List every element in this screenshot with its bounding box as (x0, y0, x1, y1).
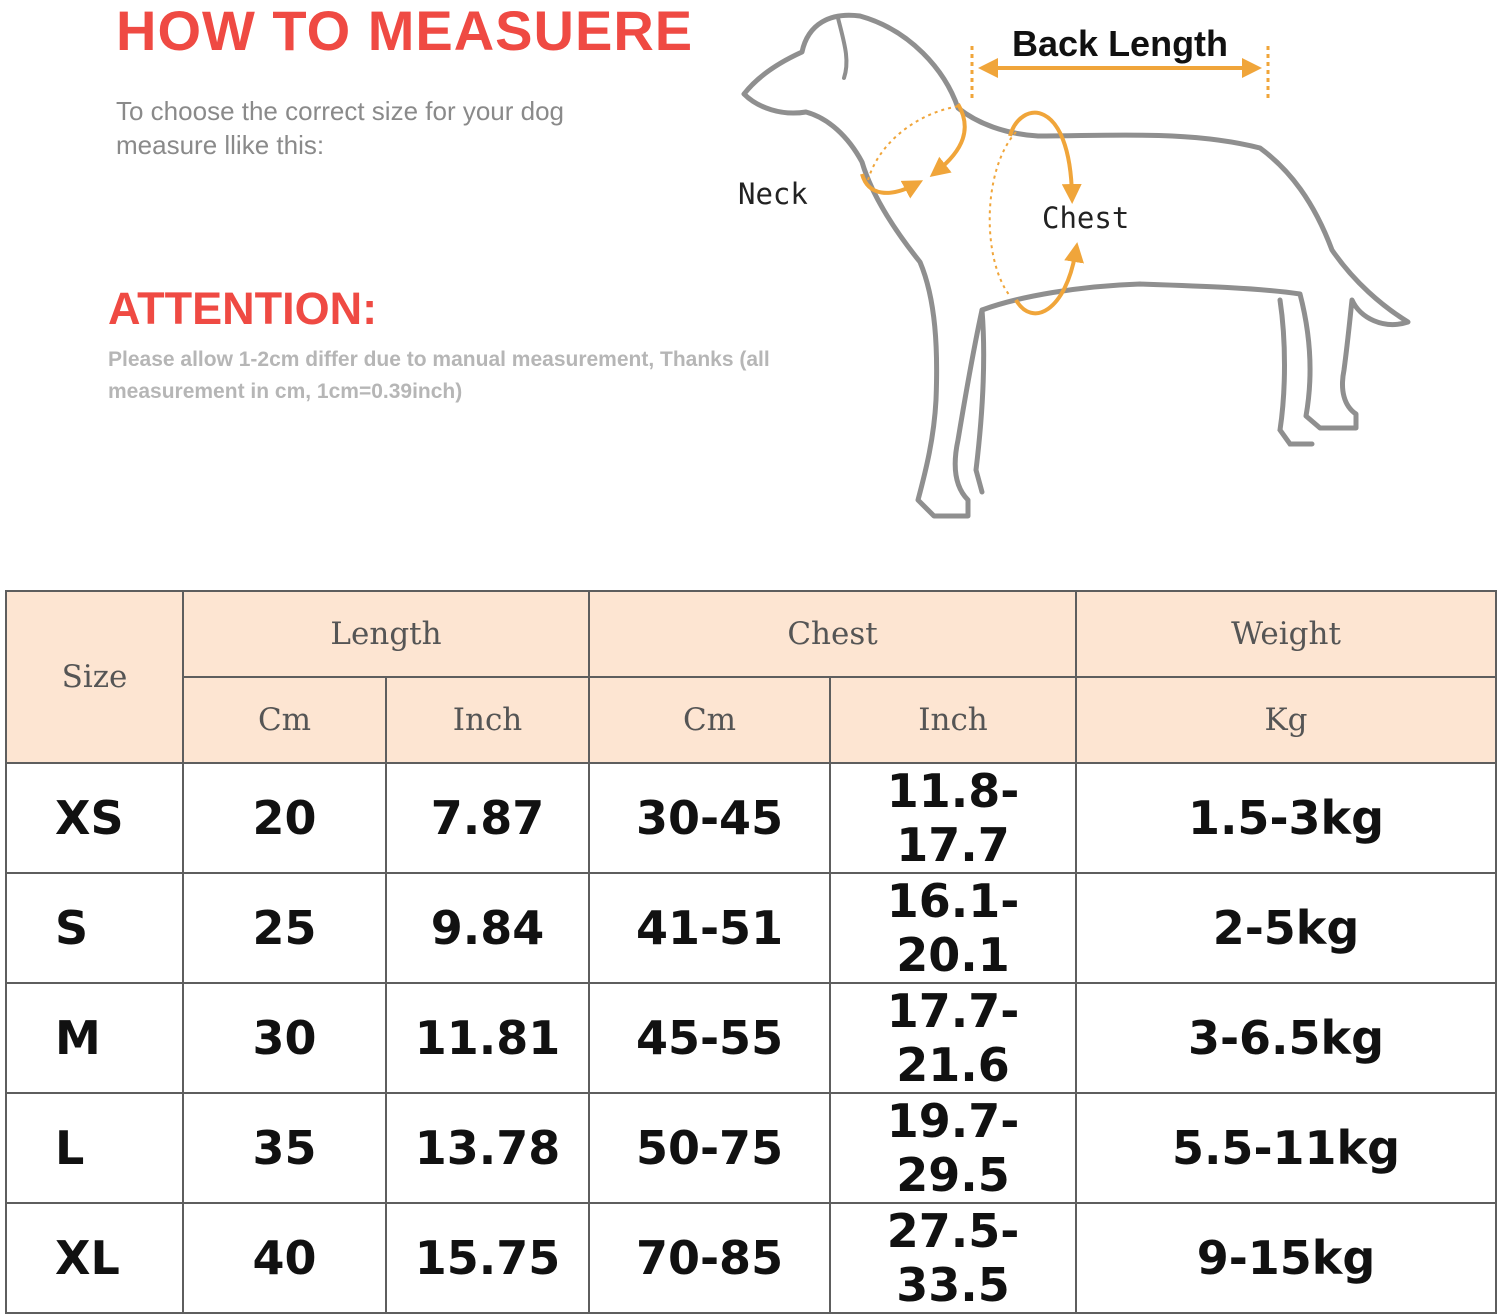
size-table: Size Length Chest Weight Cm Inch Cm Inch… (5, 590, 1498, 1314)
attention-note: Please allow 1-2cm differ due to manual … (108, 348, 770, 403)
chest-arrow-bottom-icon (1014, 242, 1084, 316)
length-cm-cell: 40 (182, 1202, 387, 1314)
length-cm-header: Cm (182, 676, 387, 764)
attention-title: ATTENTION: (108, 283, 378, 334)
chest-inch-cell: 16.1-20.1 (829, 872, 1078, 984)
chest-cm-cell: 45-55 (588, 982, 832, 1094)
size-cell: L (5, 1092, 184, 1204)
table-row: S 25 9.84 41-51 16.1-20.1 2-5kg (5, 872, 1498, 984)
chest-header: Chest (588, 590, 1078, 678)
back-length-label: Back Length (1012, 23, 1228, 64)
page-subtitle: To choose the correct size for your dog … (116, 96, 565, 160)
length-inch-cell: 7.87 (384, 762, 591, 874)
size-cell: S (5, 872, 184, 984)
weight-kg-header: Kg (1075, 676, 1498, 764)
chest-cm-cell: 70-85 (588, 1202, 832, 1314)
table-header-row: Size Length Chest Weight (5, 590, 1498, 764)
weight-header: Weight (1075, 590, 1498, 678)
weight-kg-cell: 2-5kg (1075, 872, 1498, 984)
dog-hind-leg-icon (1277, 297, 1315, 447)
table-row: L 35 13.78 50-75 19.7-29.5 5.5-11kg (5, 1092, 1498, 1204)
chest-loop-icon (988, 131, 1017, 297)
chest-inch-cell: 17.7-21.6 (829, 982, 1078, 1094)
length-header: Length (181, 590, 591, 678)
dog-ear-icon (836, 16, 849, 80)
chest-label: Chest (1042, 201, 1129, 235)
dog-outline-icon (741, 12, 1411, 519)
page-title: HOW TO MEASUERE (116, 0, 694, 62)
length-inch-header: Inch (384, 676, 591, 764)
table-row: XL 40 15.75 70-85 27.5-33.5 9-15kg (5, 1202, 1498, 1314)
table-row: XS 20 7.87 30-45 11.8-17.7 1.5-3kg (5, 762, 1498, 874)
chest-cm-cell: 50-75 (588, 1092, 832, 1204)
size-cell: M (5, 982, 184, 1094)
size-cell: XL (5, 1202, 184, 1314)
length-inch-cell: 11.81 (384, 982, 591, 1094)
chest-inch-cell: 19.7-29.5 (829, 1092, 1078, 1204)
chest-arrow-top-icon (1008, 110, 1082, 204)
weight-kg-cell: 3-6.5kg (1075, 982, 1498, 1094)
table-unit-row: Cm Inch Cm Inch Kg (6, 676, 1498, 764)
weight-kg-cell: 9-15kg (1075, 1202, 1498, 1314)
length-inch-cell: 9.84 (384, 872, 591, 984)
size-header: Size (5, 590, 184, 764)
chest-cm-cell: 41-51 (588, 872, 832, 984)
neck-label: Neck (738, 177, 808, 211)
neck-arrow-bottom-icon (860, 173, 924, 199)
chest-inch-cell: 11.8-17.7 (829, 762, 1078, 874)
table-row: M 30 11.81 45-55 17.7-21.6 3-6.5kg (5, 982, 1498, 1094)
length-cm-cell: 20 (182, 762, 387, 874)
neck-arrow-top-icon (929, 102, 967, 177)
chest-inch-header: Inch (829, 676, 1078, 764)
neck-loop-icon (867, 105, 961, 181)
weight-kg-cell: 5.5-11kg (1075, 1092, 1498, 1204)
chest-cm-header: Cm (588, 676, 832, 764)
length-cm-cell: 35 (182, 1092, 387, 1204)
measurement-diagram: Back Length Neck Chest (738, 12, 1411, 519)
length-inch-cell: 13.78 (384, 1092, 591, 1204)
length-cm-cell: 25 (182, 872, 387, 984)
chest-cm-cell: 30-45 (588, 762, 832, 874)
dog-inner-leg-icon (973, 307, 987, 495)
size-cell: XS (5, 762, 184, 874)
chest-inch-cell: 27.5-33.5 (829, 1202, 1078, 1314)
length-cm-cell: 30 (182, 982, 387, 1094)
length-inch-cell: 15.75 (384, 1202, 591, 1314)
weight-kg-cell: 1.5-3kg (1075, 762, 1498, 874)
